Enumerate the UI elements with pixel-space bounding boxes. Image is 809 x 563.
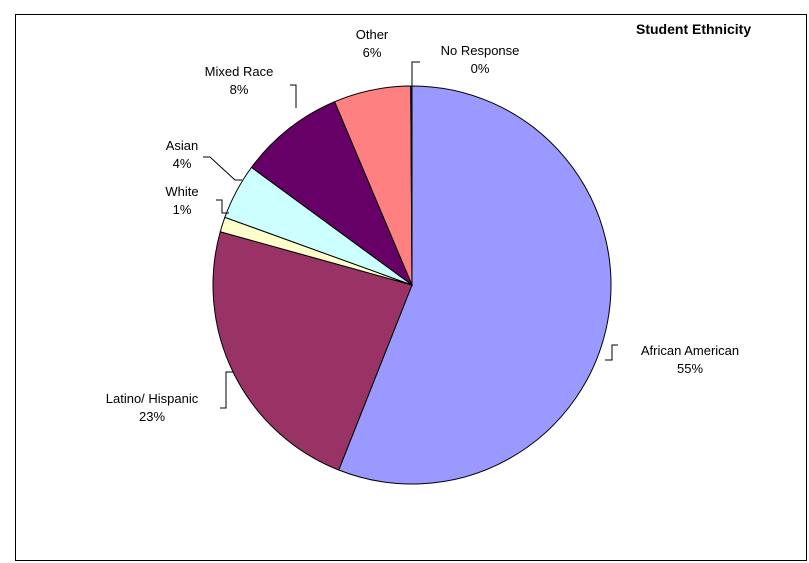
pie-slice-latino-hispanic: [212, 231, 413, 471]
slice-percent-label: 1%: [173, 202, 192, 217]
slice-label: African American: [641, 343, 739, 358]
slice-percent-label: 8%: [230, 82, 249, 97]
slice-label: White: [165, 184, 198, 199]
chart-title: Student Ethnicity: [636, 21, 751, 37]
slice-percent-label: 23%: [139, 409, 165, 424]
slice-percent-label: 55%: [677, 361, 703, 376]
pie-slice-african-american: [338, 85, 612, 485]
leader-line: [216, 199, 229, 214]
slice-label: Asian: [166, 138, 199, 153]
slice-label: Mixed Race: [205, 64, 274, 79]
slice-label: Other: [356, 27, 389, 42]
slice-percent-label: 0%: [471, 61, 490, 76]
leader-line: [290, 84, 297, 108]
leader-lines: [203, 61, 618, 409]
slice-percent-label: 4%: [173, 156, 192, 171]
leader-line: [605, 344, 618, 361]
leader-line: [220, 371, 233, 409]
leader-line: [411, 61, 420, 86]
slice-percent-label: 6%: [363, 45, 382, 60]
pie-slice-mixed-race: [250, 101, 414, 287]
pie-slices: [212, 85, 612, 485]
slice-label: No Response: [441, 43, 520, 58]
slice-labels: African American 55% Latino/ Hispanic 23% Wh…: [106, 27, 739, 424]
slice-label: Latino/ Hispanic: [106, 391, 199, 406]
leader-line: [203, 156, 242, 181]
